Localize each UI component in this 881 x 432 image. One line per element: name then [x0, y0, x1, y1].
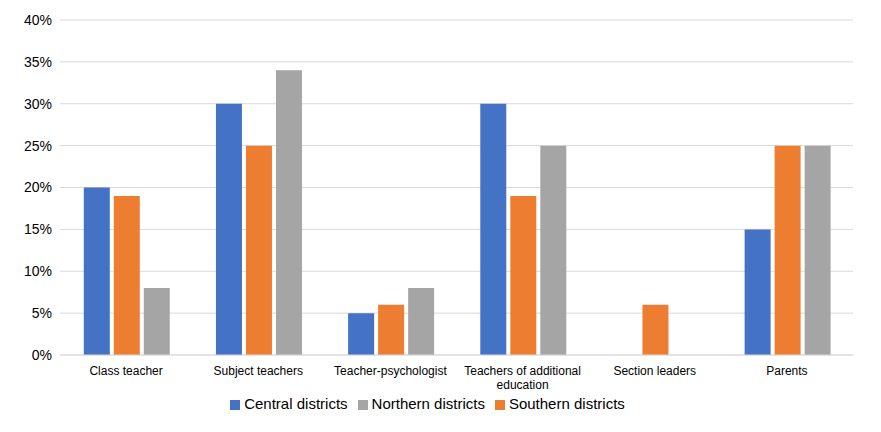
- svg-text:0%: 0%: [32, 347, 52, 363]
- svg-text:Section leaders: Section leaders: [613, 364, 696, 378]
- html-text:Northern districts: Northern districts: [371, 395, 485, 412]
- svg-text:25%: 25%: [24, 138, 52, 154]
- svg-text:Parents: Parents: [766, 364, 807, 378]
- svg-text:40%: 40%: [24, 12, 52, 28]
- svg-text:Subject teachers: Subject teachers: [214, 364, 303, 378]
- svg-text:30%: 30%: [24, 96, 52, 112]
- svg-text:Teacher-psychologist: Teacher-psychologist: [334, 364, 447, 378]
- svg-text:20%: 20%: [24, 179, 52, 195]
- svg-text:Teachers of additionaleducatio: Teachers of additionaleducation: [464, 364, 581, 392]
- svg-text:15%: 15%: [24, 221, 52, 237]
- svg-text:10%: 10%: [24, 263, 52, 279]
- html-text:Southern districts: Southern districts: [508, 395, 625, 412]
- svg-text:5%: 5%: [32, 305, 52, 321]
- svg-text:35%: 35%: [24, 54, 52, 70]
- html-text:Central districts: Central districts: [244, 395, 348, 412]
- svg-text:Class teacher: Class teacher: [89, 364, 162, 378]
